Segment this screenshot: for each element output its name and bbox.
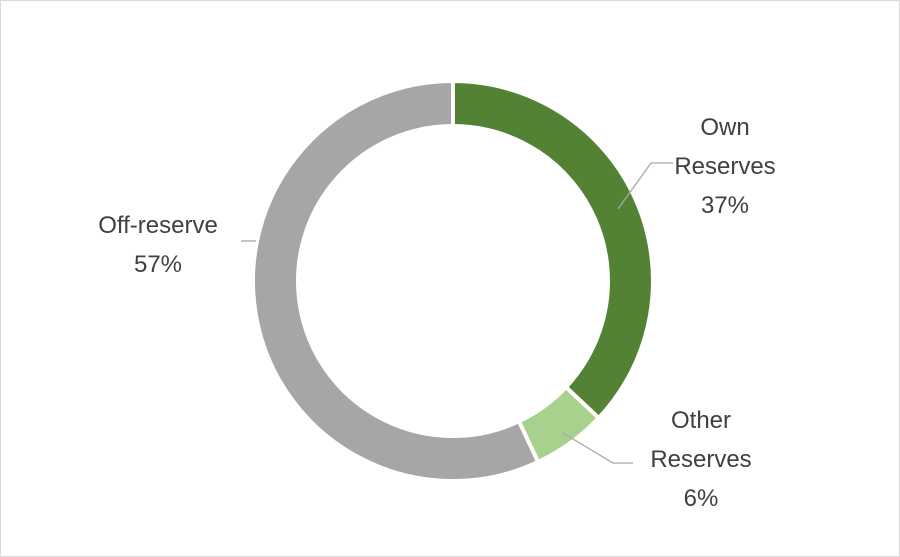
value-label: 6% [683, 485, 719, 512]
donut-slice [251, 78, 541, 483]
value-label: 37% [700, 192, 750, 219]
donut-slice [451, 78, 655, 421]
donut-slice [516, 384, 602, 465]
leader-line [617, 162, 673, 210]
value-label: 57% [133, 251, 183, 278]
data-label: Off-reserve 57% [58, 206, 258, 284]
category-label: Other Reserves [650, 407, 752, 473]
category-label: Off-reserve [98, 212, 218, 239]
category-label: Own Reserves [674, 114, 776, 180]
leader-line [562, 432, 633, 464]
data-label: Other Reserves 6% [626, 401, 776, 518]
data-label: Own Reserves 37% [655, 108, 795, 225]
